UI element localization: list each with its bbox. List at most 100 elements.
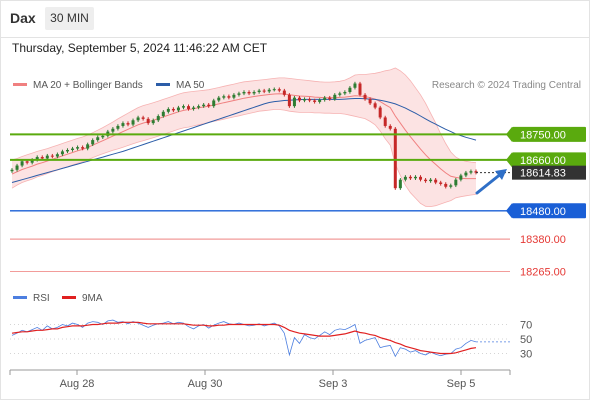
legend-bollinger: MA 20 + Bollinger Bands <box>13 80 143 91</box>
candle-body <box>398 179 402 189</box>
candle-body <box>146 118 150 124</box>
candle-body <box>131 120 135 125</box>
current-price-tag <box>512 165 586 180</box>
candle-body <box>86 144 90 149</box>
level-tag-arrow-18480-00 <box>506 203 512 219</box>
forecast-arrow-shaft <box>475 171 504 195</box>
legend-rsi-label: RSI <box>33 293 50 304</box>
candle-body <box>434 179 438 183</box>
candle-body <box>45 155 49 159</box>
candle-body <box>20 161 24 166</box>
candle-body <box>207 104 211 107</box>
candle-body <box>348 87 352 92</box>
candle-body <box>368 99 372 104</box>
candle-body <box>50 155 54 157</box>
candle-body <box>267 89 271 92</box>
candle-body <box>282 90 286 95</box>
research-credit: Research © 2024 Trading Central <box>431 80 581 91</box>
candle-body <box>247 92 251 94</box>
candle-body <box>413 176 417 179</box>
ma20-line <box>11 93 476 180</box>
candle-body <box>323 97 327 100</box>
candle-body <box>55 154 59 157</box>
candle-body <box>474 171 478 173</box>
timeframe-button[interactable]: 30 MIN <box>45 7 94 30</box>
legend-9ma: 9MA <box>62 293 103 304</box>
x-tick-label: Sep 5 <box>447 378 476 390</box>
candle-body <box>116 125 120 129</box>
candle-body <box>403 176 407 180</box>
candle-body <box>217 97 221 101</box>
candle-body <box>222 96 226 98</box>
candle-body <box>439 182 443 184</box>
candle-body <box>101 135 105 138</box>
level-tag-18750-00 <box>512 126 586 142</box>
rsi-tick-70: 70 <box>520 320 532 332</box>
ma9-swatch-icon <box>62 295 76 299</box>
candle-body <box>408 176 412 179</box>
candle-body <box>292 97 296 107</box>
candle-body <box>297 97 301 101</box>
candle-body <box>176 107 180 111</box>
level-tag-arrow-18750-00 <box>506 126 512 142</box>
candle-body <box>383 117 387 126</box>
legend-9ma-label: 9MA <box>82 293 103 304</box>
candle-body <box>76 147 80 149</box>
candle-body <box>15 165 19 170</box>
forecast-arrow-head-icon <box>495 169 507 180</box>
candle-body <box>429 179 433 182</box>
level-label-18750-00: 18750.00 <box>520 129 566 141</box>
candle-body <box>313 100 317 102</box>
chart-datetime: Thursday, September 5, 2024 11:46:22 AM … <box>12 41 268 55</box>
candle-body <box>449 185 453 187</box>
rsi-tick-30: 30 <box>520 349 532 361</box>
candle-body <box>464 172 468 176</box>
candle-body <box>308 99 312 101</box>
bollinger-swatch-icon <box>13 82 27 86</box>
candle-body <box>212 100 216 107</box>
candle-body <box>303 99 307 101</box>
candle-body <box>338 93 342 95</box>
current-price-label: 18614.83 <box>520 168 566 180</box>
candle-body <box>373 103 377 108</box>
candle-body <box>363 94 367 100</box>
level-tag-18660-00 <box>512 152 586 168</box>
candle-body <box>60 151 64 155</box>
candle-body <box>358 83 362 95</box>
legend-bollinger-label: MA 20 + Bollinger Bands <box>33 80 143 91</box>
candle-body <box>111 128 115 132</box>
candle-body <box>35 157 39 160</box>
candle-body <box>257 90 261 92</box>
candle-body <box>91 140 95 145</box>
candle-body <box>202 104 206 107</box>
legend-ma50-label: MA 50 <box>176 80 205 91</box>
candle-body <box>242 92 246 94</box>
candle-body <box>171 108 175 111</box>
candle-body <box>40 157 44 159</box>
candle-body <box>287 94 291 107</box>
candle-body <box>10 169 14 172</box>
candle-body <box>318 99 322 102</box>
x-tick-label: Aug 30 <box>188 378 223 390</box>
ma9-line <box>11 321 477 355</box>
candle-body <box>459 175 463 180</box>
x-tick-label: Aug 28 <box>60 378 95 390</box>
candle-body <box>141 117 145 119</box>
candle-body <box>424 179 428 182</box>
level-tag-arrow-18660-00 <box>506 152 512 168</box>
candle-body <box>126 123 130 125</box>
candle-body <box>378 107 382 118</box>
candle-body <box>30 159 34 163</box>
candle-body <box>136 117 140 121</box>
candle-body <box>227 96 231 98</box>
x-tick-label: Sep 3 <box>319 378 348 390</box>
rsi-tick-50: 50 <box>520 334 532 346</box>
ma50-swatch-icon <box>156 82 170 86</box>
candle-body <box>328 97 332 100</box>
candle-body <box>161 111 165 117</box>
level-label-18480-00: 18480.00 <box>520 206 566 218</box>
legend-ma50: MA 50 <box>156 80 204 91</box>
candle-body <box>252 92 256 94</box>
legend-rsi: RSI <box>13 293 50 304</box>
